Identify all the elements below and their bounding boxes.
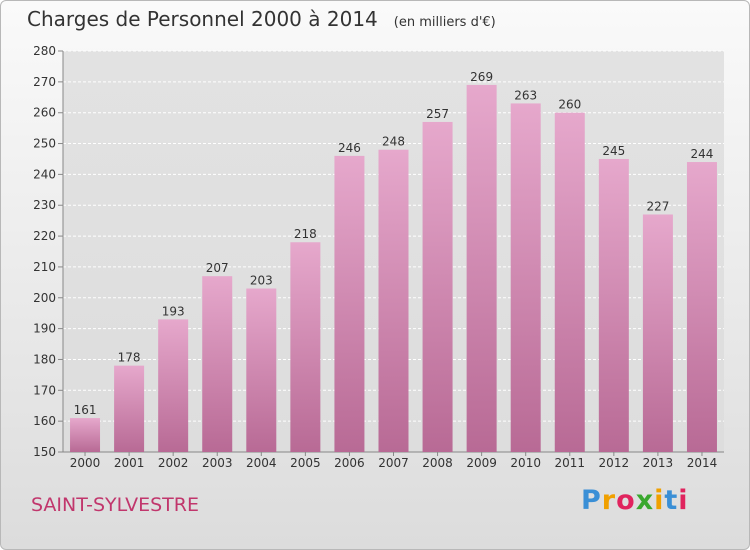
data-label: 207 — [206, 261, 229, 275]
x-tick-label: 2013 — [643, 456, 674, 470]
bar — [510, 103, 541, 452]
chart-subtitle: (en milliers d'€) — [393, 15, 496, 30]
y-tick-label: 180 — [33, 352, 56, 366]
data-label: 203 — [250, 274, 273, 288]
data-label: 245 — [602, 144, 625, 158]
bar — [114, 365, 145, 452]
bar — [642, 214, 673, 452]
bar — [422, 121, 453, 452]
x-tick-label: 2009 — [466, 456, 497, 470]
logo-letter: x — [635, 485, 655, 516]
bar — [158, 319, 189, 452]
y-tick-label: 170 — [33, 383, 56, 397]
bar — [290, 242, 321, 452]
logo-letter: o — [616, 485, 636, 516]
y-tick-label: 210 — [33, 260, 56, 274]
logo-letter: i — [654, 485, 665, 516]
y-tick-label: 250 — [33, 137, 56, 151]
x-tick-label: 2003 — [202, 456, 233, 470]
y-tick-label: 190 — [33, 322, 56, 336]
data-label: 257 — [426, 107, 449, 121]
data-label: 248 — [382, 135, 405, 149]
data-label: 244 — [691, 147, 714, 161]
bar — [246, 288, 277, 452]
bar — [334, 155, 365, 452]
data-label: 178 — [118, 351, 141, 365]
y-tick-label: 270 — [33, 75, 56, 89]
y-tick-label: 260 — [33, 106, 56, 120]
y-tick-label: 240 — [33, 167, 56, 181]
bar — [686, 162, 717, 453]
logo-letter: t — [664, 485, 679, 516]
data-label: 246 — [338, 141, 361, 155]
logo-letter: P — [581, 485, 602, 516]
data-label: 218 — [294, 227, 317, 241]
data-label: 193 — [162, 304, 185, 318]
x-tick-label: 2000 — [70, 456, 101, 470]
logo-letter: i — [678, 485, 689, 516]
chart-title: Charges de Personnel 2000 à 2014 (en mill… — [27, 7, 496, 31]
data-label: 263 — [514, 88, 537, 102]
x-tick-label: 2007 — [378, 456, 409, 470]
y-tick-label: 220 — [33, 229, 56, 243]
x-tick-label: 2011 — [554, 456, 585, 470]
x-tick-label: 2002 — [158, 456, 189, 470]
bar — [554, 112, 585, 452]
data-label: 161 — [74, 403, 97, 417]
bar — [70, 418, 101, 452]
x-tick-label: 2008 — [422, 456, 453, 470]
bar — [598, 158, 629, 452]
y-tick-label: 150 — [33, 445, 56, 459]
y-tick-label: 160 — [33, 414, 56, 428]
x-tick-label: 2012 — [599, 456, 630, 470]
bar — [202, 276, 233, 452]
title-text: Charges de Personnel 2000 à 2014 — [27, 7, 378, 31]
proxiti-logo: Proxiti — [581, 485, 689, 516]
x-tick-label: 2006 — [334, 456, 365, 470]
x-tick-label: 2010 — [510, 456, 541, 470]
bar — [378, 149, 409, 452]
x-tick-label: 2004 — [246, 456, 277, 470]
data-label: 260 — [558, 98, 581, 112]
commune-name: SAINT-SYLVESTRE — [31, 494, 199, 516]
x-tick-label: 2001 — [114, 456, 145, 470]
data-label: 269 — [470, 70, 493, 84]
x-tick-label: 2014 — [687, 456, 718, 470]
data-label: 227 — [646, 199, 669, 213]
y-tick-label: 280 — [33, 44, 56, 58]
x-tick-label: 2005 — [290, 456, 321, 470]
logo-letter: r — [601, 485, 617, 516]
y-tick-label: 230 — [33, 198, 56, 212]
y-tick-label: 200 — [33, 291, 56, 305]
bar — [466, 84, 497, 452]
